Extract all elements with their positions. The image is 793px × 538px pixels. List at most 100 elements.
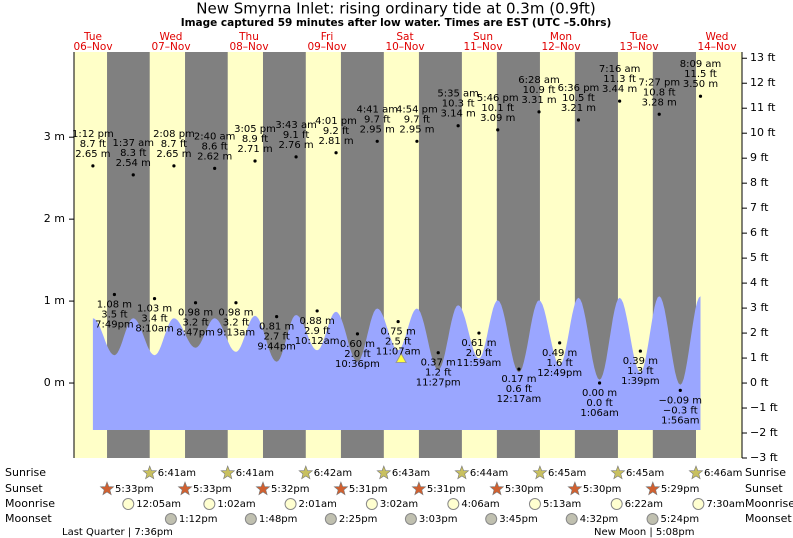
day-label: Sun	[473, 31, 493, 43]
tide-label: 9.7 ft	[404, 114, 430, 125]
tide-label: 0.61 m	[461, 338, 496, 349]
tide-label: 0.81 m	[259, 322, 294, 333]
tide-label: 12:49pm	[537, 368, 582, 379]
moonset-time: 4:32pm	[580, 514, 619, 525]
y2-tick-label: 5 ft	[750, 251, 769, 264]
tide-label: 0.00 m	[582, 388, 617, 399]
moonrise-icon	[203, 498, 216, 510]
moonrise-time: 2:01am	[299, 499, 337, 510]
moonset-icon	[565, 513, 578, 525]
row-label: Sunset	[5, 482, 43, 495]
current-level-marker	[395, 352, 407, 363]
date-label: 13–Nov	[619, 41, 658, 53]
moonrise-time: 4:06am	[461, 499, 499, 510]
high-tide-point	[91, 164, 95, 168]
high-tide-point	[698, 94, 703, 98]
day-label: Sat	[396, 31, 413, 43]
moonrise-icon	[284, 498, 297, 510]
moonrise-icon	[122, 498, 135, 510]
sunrise-icon	[610, 465, 626, 480]
moonset-time: 3:03pm	[419, 514, 458, 525]
date-label: 09–Nov	[307, 41, 346, 53]
sunset-time: 5:29pm	[661, 484, 700, 495]
tide-label: 11:07am	[376, 347, 421, 358]
row-label: Moonset	[5, 512, 52, 525]
high-tide-point	[213, 166, 217, 170]
moonset-time: 5:24pm	[661, 514, 700, 525]
high-tide-point	[576, 118, 581, 122]
y2-tick-label: 10 ft	[750, 126, 776, 139]
low-tide-point	[597, 381, 602, 385]
tide-label: 3.44 m	[602, 84, 637, 95]
tide-label: 4:41 am	[356, 104, 398, 115]
tide-label: 3.28 m	[642, 97, 677, 108]
tide-label: 7:27 pm	[638, 77, 680, 88]
y2-tick-label: 6 ft	[750, 226, 769, 239]
sunset-icon	[177, 481, 193, 496]
low-tide-point	[678, 388, 682, 393]
chart-title: New Smyrna Inlet: rising ordinary tide a…	[196, 0, 595, 18]
low-tide-point	[355, 332, 360, 336]
tide-label: 8.3 ft	[120, 148, 146, 159]
sunrise-icon	[688, 465, 704, 480]
tide-label: 5:35 am	[437, 89, 479, 100]
sunset-icon	[645, 481, 661, 496]
tide-label: 11:59am	[457, 358, 502, 369]
tide-label: 2.62 m	[197, 151, 232, 162]
tide-label: 11.3 ft	[603, 74, 636, 85]
moonrise-icon	[692, 498, 705, 510]
moonset-time: 3:45pm	[499, 514, 538, 525]
moonrise-time: 1:02am	[217, 499, 255, 510]
tide-label: 8:09 am	[680, 59, 722, 70]
y2-tick-label: 9 ft	[750, 151, 769, 164]
moonset-icon	[404, 513, 417, 525]
tide-label: 1:39pm	[621, 376, 660, 387]
sunrise-time: 6:41am	[236, 468, 274, 479]
tide-label: 1.3 ft	[627, 366, 653, 377]
row-label: Sunset	[745, 482, 783, 495]
date-label: 12–Nov	[541, 41, 580, 53]
low-tide-point	[112, 292, 117, 297]
tide-label: 2.65 m	[75, 149, 110, 160]
sunset-time: 5:32pm	[271, 484, 310, 495]
tide-label: 3.5 ft	[101, 310, 127, 321]
tide-label: 0.88 m	[300, 316, 335, 327]
tide-curve	[92, 296, 701, 430]
sunrise-time: 6:43am	[392, 468, 430, 479]
tide-label: 1:37 am	[112, 138, 154, 149]
tide-label: 2.7 ft	[263, 332, 289, 343]
tide-label: 7:49pm	[95, 320, 134, 331]
sunset-time: 5:31pm	[349, 484, 388, 495]
moonrise-icon	[447, 498, 460, 510]
tide-label: 12:17am	[497, 394, 542, 405]
low-tide-point	[477, 331, 481, 335]
low-tide-point	[152, 297, 157, 301]
tide-label: 4:01 pm	[315, 116, 357, 127]
tide-label: 9.2 ft	[323, 126, 349, 137]
row-label: Moonrise	[5, 497, 55, 510]
high-tide-point	[537, 110, 541, 114]
y2-tick-label: 0 ft	[750, 376, 769, 389]
high-tide-point	[172, 164, 176, 168]
high-tide-point	[253, 159, 257, 163]
tide-label: −0.09 m	[658, 395, 702, 406]
sunrise-icon	[298, 465, 314, 480]
low-tide-point	[193, 301, 198, 305]
sunset-time: 5:33pm	[115, 484, 154, 495]
moonset-time: 1:48pm	[259, 514, 298, 525]
tide-label: 2.0 ft	[344, 349, 370, 360]
tide-label: 1:06am	[580, 408, 618, 419]
tide-label: 3.31 m	[521, 95, 556, 106]
sunset-icon	[333, 481, 349, 496]
moonset-time: 1:12pm	[179, 514, 218, 525]
tide-label: 0.49 m	[542, 348, 577, 359]
low-tide-point	[315, 309, 319, 313]
tide-label: 11:27pm	[416, 378, 461, 389]
tide-label: 1.2 ft	[425, 368, 451, 379]
tide-label: 2.71 m	[237, 144, 272, 155]
high-tide-point	[131, 173, 135, 177]
sunrise-time: 6:45am	[548, 468, 586, 479]
sunrise-icon	[454, 465, 470, 480]
low-tide-point	[638, 349, 642, 353]
y2-tick-label: 2 ft	[750, 326, 769, 339]
